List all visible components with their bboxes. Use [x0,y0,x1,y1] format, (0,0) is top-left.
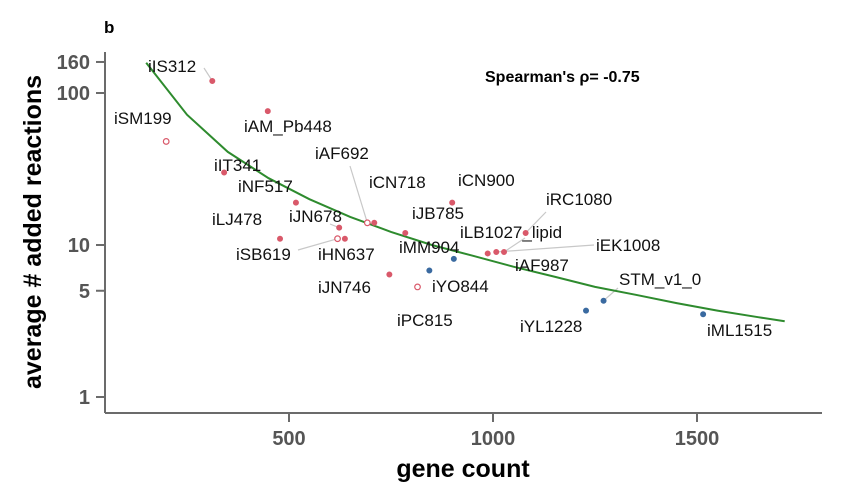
data-point [386,271,393,278]
x-tick-label: 1000 [471,428,516,450]
point-label: iPC815 [397,311,453,330]
data-point [292,199,299,206]
point-label: iLJ478 [212,210,262,229]
x-axis-title: gene count [396,455,530,483]
point-label: iJB785 [412,204,464,223]
point-label: iRC1080 [546,190,612,209]
data-point [221,169,228,176]
data-point [700,311,707,318]
data-point [336,224,343,231]
y-axis-title: average # added reactions [19,75,47,389]
point-label: iMM904 [399,238,459,257]
point-label: iIT341 [214,156,261,175]
data-point [450,255,457,262]
leader-line [496,244,595,253]
point-label: iAF987 [515,256,569,275]
point-label: iYL1228 [520,317,582,336]
data-point [493,248,500,255]
data-point [426,267,433,274]
point-label: iAM_Pb448 [244,117,332,136]
axes [104,52,822,414]
point-label: iJN746 [318,278,371,297]
data-point [522,229,529,236]
data-points [162,77,707,318]
data-point [341,235,348,242]
data-point [162,138,170,145]
panel-label: b [104,18,114,37]
y-tick-label: 5 [79,281,90,303]
x-ticks: 500 1000 1500 [272,413,719,450]
data-point [583,307,590,314]
point-label: iJN678 [289,207,342,226]
data-point [209,77,216,84]
x-tick-label: 1500 [675,428,720,450]
point-label: iYO844 [432,277,489,296]
data-point [402,229,409,236]
point-label: iSB619 [236,245,291,264]
leader-line [503,237,526,253]
data-point [371,219,378,226]
data-point [277,235,284,242]
data-point [449,199,456,206]
point-label: iAF692 [315,144,369,163]
point-labels: iIS312 iSM199 iAM_Pb448 iIT341 iNF517 iLJ478 i… [114,57,772,340]
data-point [363,219,371,227]
point-label: iNF517 [238,177,293,196]
point-label: iHN637 [318,245,375,264]
y-tick-label: 100 [57,83,90,105]
point-label: iLB1027_lipid [460,223,562,242]
data-point [484,250,491,257]
fit-curve [145,62,785,323]
y-ticks: 1 5 10 100 160 [57,52,105,409]
y-tick-label: 1 [79,387,90,409]
point-label: iEK1008 [596,236,660,255]
point-label: iCN718 [369,173,426,192]
point-label: iIS312 [148,57,196,76]
data-point [414,283,421,291]
point-label: iML1515 [707,321,772,340]
spearman-annotation: Spearman's ρ= -0.75 [485,69,640,86]
data-point [334,235,341,243]
data-point [501,248,508,255]
point-label: STM_v1_0 [619,270,701,289]
leader-line [349,165,368,223]
leader-line [297,238,338,251]
leader-line [525,211,547,234]
data-point [264,108,271,115]
data-point [600,297,607,304]
point-label: iSM199 [114,109,172,128]
y-tick-label: 160 [57,52,90,74]
point-label: iCN900 [458,171,515,190]
x-tick-label: 500 [272,428,305,450]
y-tick-label: 10 [68,235,90,257]
